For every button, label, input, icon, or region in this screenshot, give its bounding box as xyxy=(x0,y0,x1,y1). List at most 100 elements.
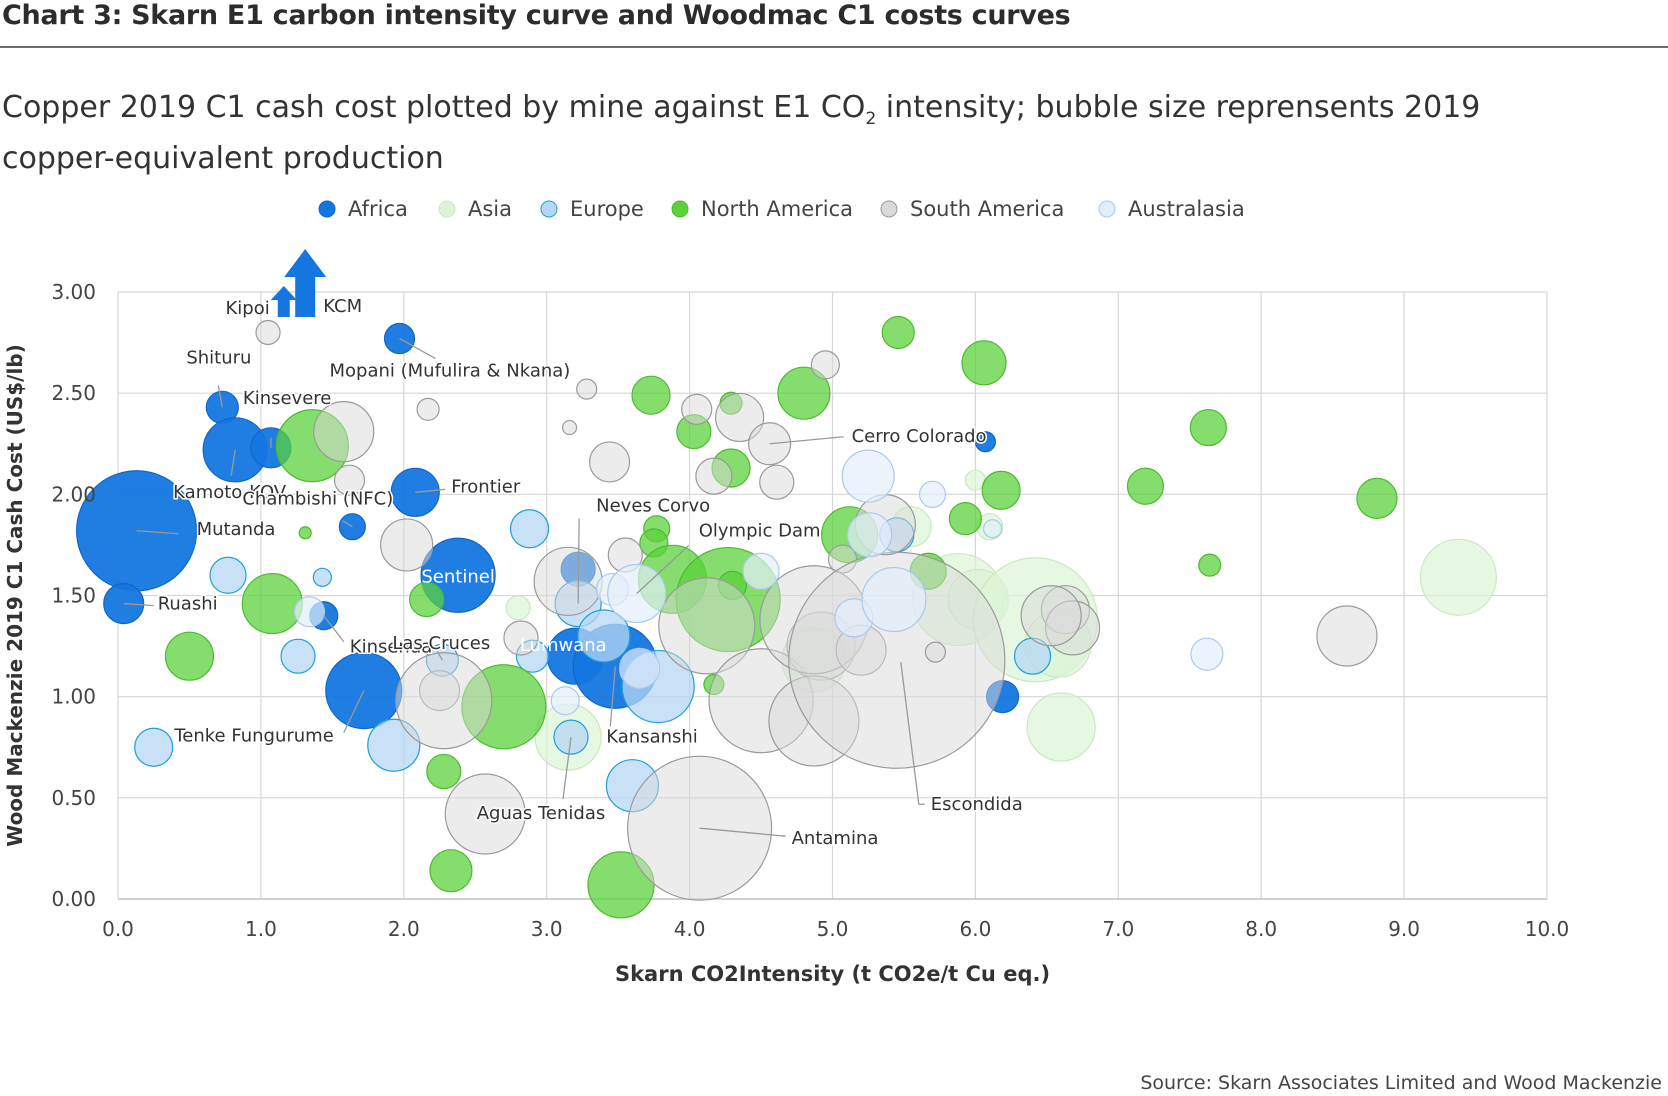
bubble-asia xyxy=(505,595,531,621)
bubble-north-america xyxy=(961,340,1007,386)
y-tick-label: 0.00 xyxy=(51,887,96,911)
leader-line xyxy=(609,666,616,727)
legend-swatch xyxy=(880,200,898,218)
annotation-label: Las Cruces xyxy=(392,633,490,654)
offscale-arrows: Kipoi KCM xyxy=(226,249,362,319)
x-tick-label: 5.0 xyxy=(817,917,849,941)
x-tick-label: 4.0 xyxy=(674,917,706,941)
bubble-north-america xyxy=(948,502,982,536)
leader-line xyxy=(769,436,844,445)
annotation-label: Ruashi xyxy=(158,594,218,615)
legend-swatch xyxy=(438,200,456,218)
leader-line xyxy=(562,737,572,800)
annotation-label: Kansanshi xyxy=(606,726,698,747)
bubble-europe xyxy=(280,638,316,674)
axis-ticks: 0.0 1.0 2.0 3.0 4.0 5.0 6.0 7.0 8.0 9.0 10.0 0.00 0.… xyxy=(51,280,1569,941)
legend-label: Europe xyxy=(570,197,644,221)
x-tick-label: 8.0 xyxy=(1245,917,1277,941)
annotation-label: Kamoto-KOV xyxy=(173,482,287,503)
legend-swatch xyxy=(318,200,336,218)
y-tick-label: 0.50 xyxy=(51,786,96,810)
annotation-label: Aguas Tenidas xyxy=(477,803,606,824)
bubble-europe xyxy=(209,556,247,594)
annotation-label: Cerro Colorado xyxy=(852,426,987,447)
bubble-south-america xyxy=(588,441,631,483)
offscale-label: Kipoi xyxy=(226,298,270,319)
annotation-label: Antamina xyxy=(792,828,879,849)
bubble-south-america xyxy=(681,393,713,425)
subtitle-text-end: intensity; bubble size reprensents 2019 … xyxy=(2,90,1481,176)
bubble-south-america xyxy=(333,464,366,496)
chart-title: Chart 3: Skarn E1 carbon intensity curve… xyxy=(2,0,1071,31)
x-tick-label: 10.0 xyxy=(1525,917,1570,941)
bubble-australasia xyxy=(861,566,927,633)
annotation-label: Frontier xyxy=(451,476,521,497)
bubble-south-america xyxy=(576,378,598,400)
x-axis-title: Skarn CO2Intensity (t CO2e/t Cu eq.) xyxy=(615,962,1050,986)
bubble-asia xyxy=(1026,692,1096,762)
bubble-asia xyxy=(1419,538,1498,616)
x-tick-label: 0.0 xyxy=(102,917,134,941)
annotation-label: Shituru xyxy=(186,347,251,368)
leader-line xyxy=(230,449,236,476)
x-tick-label: 6.0 xyxy=(959,917,991,941)
bubble-australasia xyxy=(293,596,326,628)
bubble-north-america xyxy=(631,375,671,415)
legend-label: Asia xyxy=(468,197,512,221)
bubble-australasia xyxy=(550,686,580,716)
y-tick-label: 2.00 xyxy=(51,482,96,506)
legend-swatch xyxy=(671,200,689,218)
axis-titles: Skarn CO2Intensity (t CO2e/t Cu eq.) Wood… xyxy=(3,344,1050,986)
bubble-south-america xyxy=(1020,585,1082,647)
annotation-label: Escondida xyxy=(931,794,1023,815)
subtitle-text: Copper 2019 C1 cash cost plotted by mine… xyxy=(2,90,866,125)
chart-legend: Africa Asia Europe North America South Ameri… xyxy=(318,197,1245,221)
bubble-north-america xyxy=(241,572,303,635)
x-tick-label: 9.0 xyxy=(1388,917,1420,941)
leader-line xyxy=(636,544,690,594)
leader-line xyxy=(577,518,580,604)
x-tick-label: 3.0 xyxy=(531,917,563,941)
legend-swatch xyxy=(1098,200,1116,218)
bubble-south-america xyxy=(924,641,946,663)
legend-label: South America xyxy=(910,197,1064,221)
annotation-label: Mutanda xyxy=(197,519,276,540)
y-tick-label: 1.50 xyxy=(51,584,96,608)
bubble-chart: Kipoi KCM Mutanda Ruashi Shituru Kinsevere Ka… xyxy=(3,197,1569,986)
bubble-north-america xyxy=(881,315,915,350)
bubble-australasia xyxy=(618,647,661,689)
arrow-up-icon xyxy=(270,286,297,317)
leader-line xyxy=(323,615,345,643)
bubble-north-america xyxy=(777,366,831,420)
bubble-south-america xyxy=(533,546,603,616)
leader-line xyxy=(900,662,925,805)
annotation-label: Kinsevere xyxy=(243,388,331,409)
bubble-north-america xyxy=(981,470,1021,510)
bubble-north-america xyxy=(429,849,473,893)
annotation-label: Olympic Dam xyxy=(699,520,821,541)
y-tick-label: 2.50 xyxy=(51,381,96,405)
y-axis-title: Wood Mackenzie 2019 C1 Cash Cost (US$/lb… xyxy=(3,344,27,847)
annotation-label: Lumwana xyxy=(520,635,607,656)
leader-line xyxy=(342,520,353,528)
bubble-north-america xyxy=(426,753,462,790)
annotation-label: Chambishi (NFC) xyxy=(242,489,393,510)
bubble-south-america xyxy=(380,518,434,572)
bubble-south-america xyxy=(395,652,493,750)
bubble-north-america xyxy=(1189,408,1227,447)
bubble-australasia xyxy=(982,519,1003,539)
leader-line xyxy=(123,602,154,607)
legend-label: Africa xyxy=(348,197,408,221)
bubble-south-america xyxy=(1316,605,1378,667)
bubble-australasia xyxy=(847,512,893,558)
legend-label: Australasia xyxy=(1128,197,1245,221)
bubble-south-america xyxy=(313,401,375,463)
bubble-south-america xyxy=(255,319,281,346)
bubble-south-america xyxy=(416,397,440,421)
bubble-south-america xyxy=(444,773,526,855)
y-tick-label: 3.00 xyxy=(51,280,96,304)
bubble-north-america xyxy=(1198,553,1222,577)
annotation-label: Tenke Fungurume xyxy=(173,726,333,747)
bubble-north-america xyxy=(587,851,655,919)
annotation-label: Sentinel xyxy=(421,566,494,587)
